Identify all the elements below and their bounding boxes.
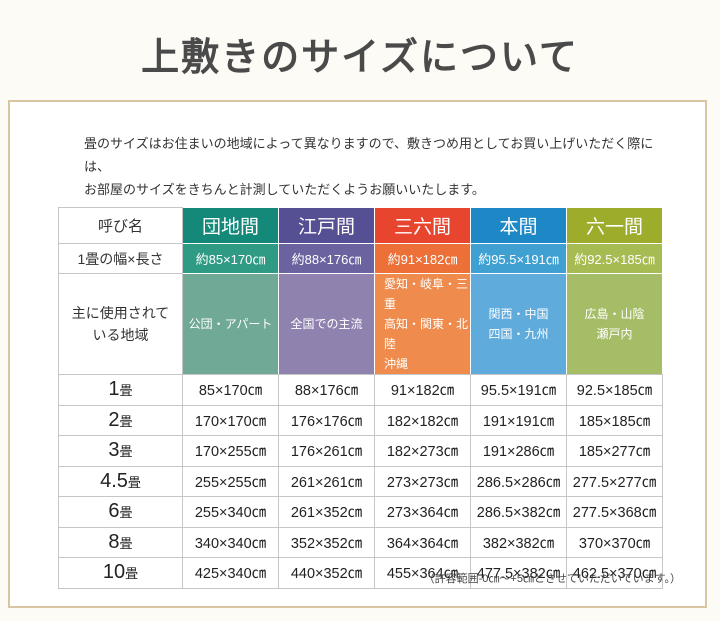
data-cell: 91×182㎝ [374, 374, 471, 406]
data-cell: 286.5×286㎝ [470, 465, 567, 497]
data-cell: 182×273㎝ [374, 435, 471, 467]
size-table-wrap: 呼び名 団地間 江戸間 三六間 本間 六一間 1畳の幅×長さ 約85×170㎝ 約88×176㎝… [58, 207, 663, 589]
data-cell: 261×352㎝ [278, 496, 375, 528]
data-cell: 370×370㎝ [566, 526, 663, 558]
data-cell: 286.5×382㎝ [470, 496, 567, 528]
row-label-number: 10 [102, 561, 126, 584]
data-cell: 95.5×191㎝ [470, 374, 567, 406]
size-cell: 約88×176㎝ [278, 243, 375, 274]
column-header: 団地間 [182, 207, 279, 244]
row-label-number: 1 [108, 378, 120, 401]
row-label: 4.5畳 [58, 465, 183, 497]
column-header: 三六間 [374, 207, 471, 244]
row-label-suffix: 畳 [119, 505, 133, 521]
data-cell: 277.5×277㎝ [566, 465, 663, 497]
data-cell: 462.5×370㎝ [566, 557, 663, 589]
region-cell: 全国での主流 [278, 273, 375, 375]
row-label: 6畳 [58, 496, 183, 528]
row-label-suffix: 畳 [119, 383, 133, 399]
content-box: 畳のサイズはお住まいの地域によって異なりますので、敷きつめ用としてお買い上げいた… [8, 100, 707, 608]
data-cell: 255×255㎝ [182, 465, 279, 497]
page-title: 上敷きのサイズについて [141, 37, 579, 79]
data-cell: 85×170㎝ [182, 374, 279, 406]
size-row-label: 1畳の幅×長さ [58, 243, 183, 274]
data-cell: 261×261㎝ [278, 465, 375, 497]
size-cell: 約95.5×191㎝ [470, 243, 567, 274]
size-cell: 約92.5×185㎝ [566, 243, 663, 274]
data-cell: 185×277㎝ [566, 435, 663, 467]
row-label-number: 4.5 [100, 469, 128, 492]
data-cell: 176×176㎝ [278, 404, 375, 436]
intro-text: 畳のサイズはお住まいの地域によって異なりますので、敷きつめ用としてお買い上げいた… [84, 136, 654, 197]
data-cell: 182×182㎝ [374, 404, 471, 436]
data-cell: 255×340㎝ [182, 496, 279, 528]
row-label-number: 6 [108, 500, 120, 523]
data-cell: 92.5×185㎝ [566, 374, 663, 406]
data-cell: 191×286㎝ [470, 435, 567, 467]
column-header: 江戸間 [278, 207, 375, 244]
data-cell: 88×176㎝ [278, 374, 375, 406]
row-label-suffix: 畳 [119, 444, 133, 460]
data-cell: 176×261㎝ [278, 435, 375, 467]
region-row-label: 主に使用されて いる地域 [58, 273, 183, 375]
row-label: 10畳 [58, 557, 183, 589]
row-label: 1畳 [58, 374, 183, 406]
row-label-number: 2 [108, 408, 120, 431]
column-header: 六一間 [566, 207, 663, 244]
size-table: 呼び名 団地間 江戸間 三六間 本間 六一間 1畳の幅×長さ 約85×170㎝ 約88×176㎝… [58, 207, 663, 589]
row-label: 8畳 [58, 526, 183, 558]
data-cell: 273×364㎝ [374, 496, 471, 528]
data-cell: 273×273㎝ [374, 465, 471, 497]
row-label: 2畳 [58, 404, 183, 436]
data-cell: 170×170㎝ [182, 404, 279, 436]
row-label-number: 8 [108, 530, 120, 553]
data-cell: 352×352㎝ [278, 526, 375, 558]
data-cell: 455×364㎝ [374, 557, 471, 589]
data-cell: 425×340㎝ [182, 557, 279, 589]
region-cell: 関西・中国 四国・九州 [470, 273, 567, 375]
size-cell: 約91×182㎝ [374, 243, 471, 274]
corner-header: 呼び名 [58, 207, 183, 244]
row-label-suffix: 畳 [119, 413, 133, 429]
tolerance-note: （許容範囲-0㎝～+5㎝とさせていただいています。） [423, 573, 681, 585]
data-cell: 340×340㎝ [182, 526, 279, 558]
data-cell: 277.5×368㎝ [566, 496, 663, 528]
data-cell: 382×382㎝ [470, 526, 567, 558]
row-label-suffix: 畳 [125, 566, 139, 582]
data-cell: 364×364㎝ [374, 526, 471, 558]
region-cell: 広島・山陰 瀬戸内 [566, 273, 663, 375]
row-label-suffix: 畳 [119, 535, 133, 551]
region-cell: 公団・アパート [182, 273, 279, 375]
column-header: 本間 [470, 207, 567, 244]
data-cell: 440×352㎝ [278, 557, 375, 589]
row-label: 3畳 [58, 435, 183, 467]
data-cell: 170×255㎝ [182, 435, 279, 467]
region-cell: 愛知・岐阜・三重 高知・関東・北陸 沖縄 [374, 273, 471, 375]
data-cell: 185×185㎝ [566, 404, 663, 436]
row-label-number: 3 [108, 439, 120, 462]
row-label-suffix: 畳 [127, 474, 141, 490]
size-cell: 約85×170㎝ [182, 243, 279, 274]
data-cell: 191×191㎝ [470, 404, 567, 436]
